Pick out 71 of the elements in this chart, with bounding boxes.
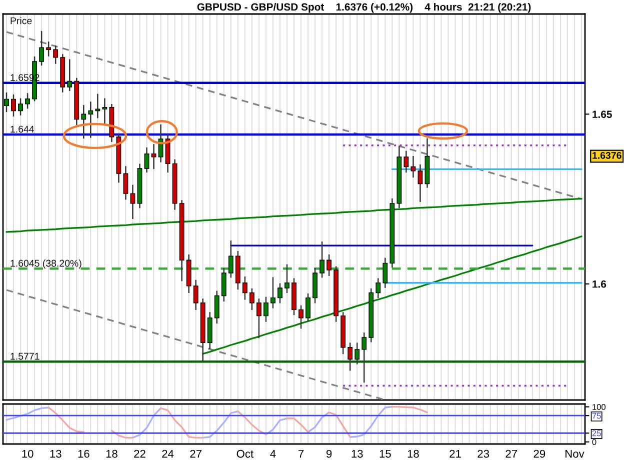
x-tick-label: 7 <box>298 450 304 458</box>
candlestick <box>264 296 268 322</box>
x-tick-label: 10 <box>22 450 34 458</box>
y-tick-label: 0 <box>592 439 596 445</box>
ref-line-label: 1.5771 <box>10 352 40 360</box>
candlestick <box>326 254 332 276</box>
candlestick <box>11 94 16 116</box>
candlestick <box>53 46 58 64</box>
x-tick-label: 18 <box>106 450 118 458</box>
candlestick <box>193 280 198 310</box>
candlestick <box>249 288 254 310</box>
candlestick <box>306 293 310 322</box>
candlestick <box>151 144 156 170</box>
x-tick-label: 29 <box>534 450 546 458</box>
candlestick <box>320 242 324 278</box>
candlestick <box>228 240 234 278</box>
candlestick <box>221 268 226 302</box>
line-series <box>6 31 582 200</box>
candlestick <box>270 277 276 308</box>
y-tick-label: 25 <box>592 430 601 436</box>
candlestick <box>278 283 282 304</box>
x-tick-label: 13 <box>50 450 62 458</box>
line-series <box>202 236 582 355</box>
candlestick <box>102 98 108 125</box>
chart-title: GBPUSD - GBP/USD Spot 1.6376 (+0.12%) 4 hours 21:21 (20:21) <box>197 3 531 13</box>
candlestick <box>404 150 409 172</box>
ref-line-label: 1.6045 (38.20%) <box>10 260 82 269</box>
x-tick-label: 13 <box>352 450 363 458</box>
candlestick <box>18 98 23 116</box>
candlestick <box>362 332 367 383</box>
x-tick-label: 4 <box>270 450 276 458</box>
x-tick-label: 24 <box>162 450 174 458</box>
x-tick-label: Oct <box>236 450 254 458</box>
candlestick <box>418 164 423 202</box>
candlestick <box>354 342 360 364</box>
x-tick-label: 9 <box>326 450 332 458</box>
y-tick-label: 1.6 <box>592 280 606 288</box>
y-tick-label: 1.65 <box>592 110 612 118</box>
candlestick <box>95 94 100 118</box>
candlestick <box>123 166 128 200</box>
candlestick <box>348 342 353 371</box>
candlestick <box>81 105 86 139</box>
x-tick-label: 16 <box>78 450 90 458</box>
candlestick <box>25 93 30 109</box>
y-tick-label: 100 <box>592 404 606 410</box>
candlestick <box>88 102 94 138</box>
candlestick <box>298 305 304 329</box>
x-tick-label: 27 <box>190 450 202 458</box>
candlestick <box>242 276 248 300</box>
y-axis-title: Price <box>10 17 32 24</box>
candlestick <box>46 42 52 56</box>
candlestick <box>376 278 381 298</box>
candlestick <box>256 298 262 338</box>
candlestick <box>130 184 136 219</box>
x-tick-label: 22 <box>134 450 146 458</box>
x-tick-label: Nov <box>566 450 584 458</box>
candlestick <box>144 147 150 172</box>
candlestick <box>382 258 388 288</box>
candlestick <box>67 59 72 92</box>
x-tick-label: 18 <box>408 450 419 458</box>
candlestick <box>39 31 44 66</box>
candlestick <box>284 264 290 294</box>
text: 1.6376 <box>592 152 622 159</box>
x-tick-label: 27 <box>506 450 517 458</box>
ref-line-label: 1.644 <box>10 126 34 133</box>
candlestick <box>214 290 220 324</box>
y-tick-label: 75 <box>592 412 601 419</box>
x-tick-label: 23 <box>478 450 490 458</box>
x-tick-label: 21 <box>450 450 461 458</box>
x-tick-label: 15 <box>380 450 391 458</box>
line-series <box>6 289 386 400</box>
